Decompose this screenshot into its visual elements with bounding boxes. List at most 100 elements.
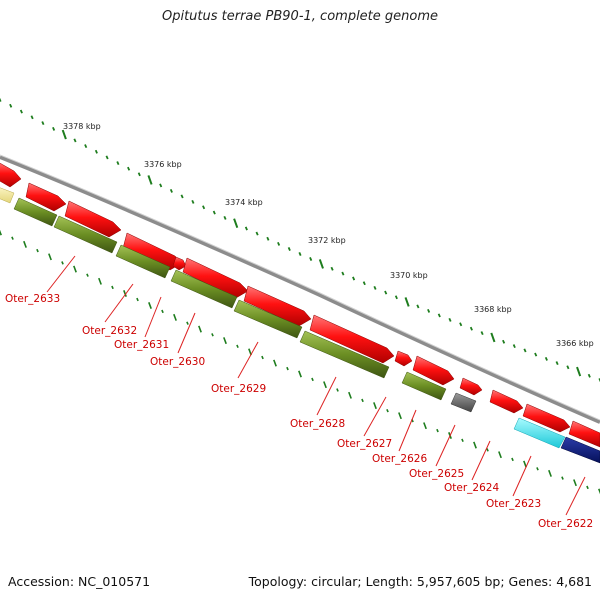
- cds-track: [13, 197, 447, 401]
- inner-tick: [348, 391, 352, 399]
- outer-tick-marks: [0, 98, 600, 382]
- inner-tick: [211, 333, 214, 337]
- minor-tick: [416, 304, 420, 309]
- minor-tick: [309, 257, 313, 261]
- minor-tick: [437, 313, 441, 318]
- cds-bar: [13, 197, 58, 227]
- gene-arrow: [0, 162, 22, 188]
- inner-tick: [111, 285, 114, 290]
- major-tick: [404, 297, 410, 307]
- gene-label: Oter_2626: [372, 453, 427, 465]
- inner-tick: [436, 428, 439, 433]
- cyan-feature: [513, 417, 566, 449]
- inner-tick: [0, 229, 2, 236]
- coordinate-label: 3378 kbp: [63, 122, 101, 131]
- inner-tick: [361, 398, 364, 403]
- leader-line: [104, 283, 134, 323]
- minor-tick: [523, 348, 527, 353]
- leader-line: [471, 440, 491, 481]
- major-tick: [318, 259, 324, 269]
- accession-text: Accession: NC_010571: [8, 574, 151, 589]
- gene-arrow: [243, 285, 312, 327]
- gene-arrow: [489, 389, 524, 414]
- leader-line: [46, 255, 76, 293]
- gene-label: Oter_2623: [486, 498, 541, 510]
- gray-feature: [450, 392, 477, 413]
- minor-tick: [9, 103, 13, 108]
- inner-tick: [48, 253, 52, 261]
- leader-line: [237, 341, 259, 379]
- map-title: Opitutus terrae PB90-1, complete genome: [161, 9, 439, 24]
- minor-tick: [223, 215, 227, 220]
- minor-tick: [180, 194, 184, 199]
- inner-tick: [323, 381, 327, 389]
- minor-tick: [502, 339, 506, 344]
- gene-label: Oter_2625: [409, 468, 464, 480]
- inner-tick: [473, 441, 477, 449]
- backbone-arc: [0, 155, 600, 424]
- inner-tick: [311, 377, 314, 382]
- minor-tick: [105, 155, 109, 160]
- leader-line: [398, 409, 417, 452]
- minor-tick: [116, 161, 120, 166]
- genome-summary-text: Topology: circular; Length: 5,957,605 bp…: [248, 574, 592, 589]
- leader-line: [565, 476, 586, 516]
- minor-tick: [287, 247, 291, 251]
- major-tick: [147, 175, 153, 185]
- inner-tick-marks: [0, 229, 600, 495]
- cds-bar: [299, 330, 390, 379]
- gene-label: Oter_2628: [290, 418, 345, 430]
- gene-label: Oter_2627: [337, 438, 392, 450]
- major-tick: [61, 129, 67, 140]
- inner-tick: [148, 302, 152, 309]
- inner-tick: [123, 290, 127, 297]
- cds-bar: [115, 244, 171, 279]
- leader-line: [363, 396, 387, 437]
- inner-tick: [336, 388, 339, 392]
- inner-tick: [286, 366, 289, 371]
- inner-tick: [186, 321, 189, 325]
- gene-arrow: [172, 256, 187, 271]
- minor-tick: [41, 121, 45, 126]
- inner-tick: [11, 236, 14, 240]
- coordinate-label: 3376 kbp: [144, 160, 182, 169]
- inner-tick: [136, 297, 139, 302]
- minor-tick: [244, 226, 248, 231]
- cds-bar: [170, 269, 238, 309]
- gene-arrow: [522, 403, 571, 433]
- coordinate-label: 3368 kbp: [474, 305, 512, 314]
- inner-tick: [198, 325, 202, 333]
- coordinate-label: 3366 kbp: [556, 339, 594, 348]
- minor-tick: [298, 252, 302, 256]
- minor-tick: [362, 281, 366, 286]
- inner-tick: [398, 412, 402, 420]
- minor-tick: [94, 149, 98, 154]
- gene-label: Oter_2624: [444, 482, 499, 494]
- cds-bar: [401, 371, 447, 401]
- inner-tick: [536, 467, 539, 471]
- gene-label: Oter_2631: [114, 339, 169, 351]
- minor-tick: [137, 172, 141, 177]
- coordinate-labels: 3378 kbp 3376 kbp 3374 kbp 3372 kbp 3370 kbp…: [63, 122, 594, 348]
- inner-tick: [461, 438, 464, 443]
- minor-tick: [469, 326, 473, 331]
- minor-tick: [512, 344, 516, 349]
- minor-tick: [448, 317, 452, 322]
- pale-feature: [0, 187, 15, 204]
- inner-tick: [586, 485, 589, 490]
- cds-bar: [233, 299, 303, 339]
- minor-tick: [566, 365, 570, 370]
- inner-tick: [61, 261, 64, 265]
- minor-tick: [277, 241, 281, 246]
- leader-line: [435, 424, 456, 467]
- minor-tick: [373, 285, 377, 290]
- minor-tick: [544, 356, 548, 361]
- inner-tick: [523, 460, 527, 468]
- label-leader-lines: [46, 255, 586, 516]
- coordinate-label: 3374 kbp: [225, 198, 263, 207]
- gene-arrow: [25, 182, 67, 212]
- inner-tick: [373, 402, 377, 410]
- gene-label: Oter_2632: [82, 325, 137, 337]
- minor-tick: [52, 126, 56, 131]
- backbone-highlight: [0, 154, 600, 421]
